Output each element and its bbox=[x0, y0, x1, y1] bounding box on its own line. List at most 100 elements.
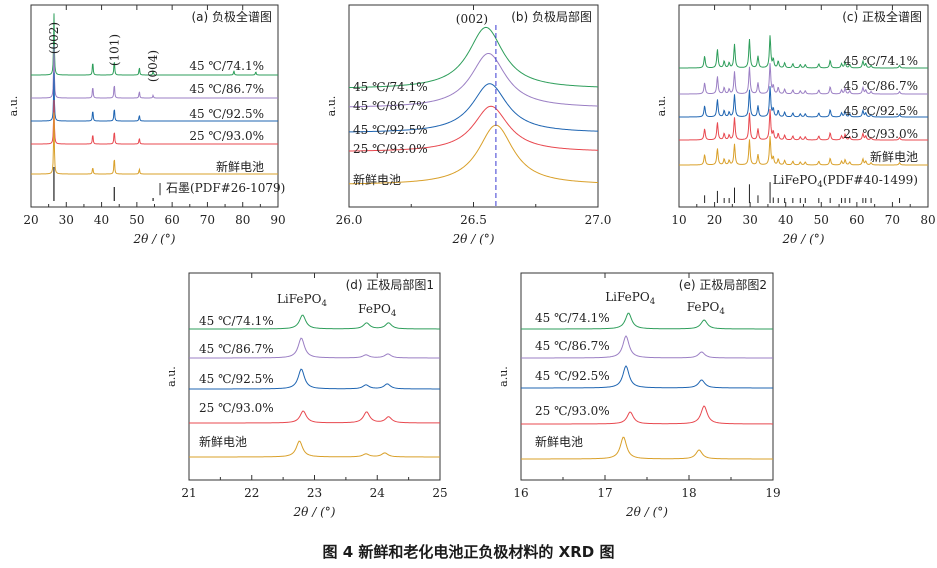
series-label: 45 ℃/92.5% bbox=[189, 107, 264, 121]
figure-caption: 图 4 新鲜和老化电池正负极材料的 XRD 图 bbox=[322, 543, 615, 561]
series-label: 45 ℃/74.1% bbox=[189, 59, 264, 73]
y-axis-label: a.u. bbox=[165, 366, 178, 387]
x-tick-label: 60 bbox=[849, 213, 864, 227]
series-45-74-1 bbox=[31, 13, 278, 76]
x-tick-label: 10 bbox=[671, 213, 686, 227]
x-axis-label: 2θ / (°) bbox=[133, 232, 176, 246]
reference-label: LiFePO4(PDF#40-1499) bbox=[773, 173, 918, 190]
x-tick-label: 26.0 bbox=[336, 213, 363, 227]
peak-annotation: (002) bbox=[456, 12, 488, 26]
series-45-74-1 bbox=[679, 35, 928, 69]
x-tick-label: 70 bbox=[885, 213, 900, 227]
series-label: 45 ℃/86.7% bbox=[353, 99, 428, 113]
chart-b: 26.0 26.5 27.0 2θ / (°) a.u. (b) 负极局部图 45 ℃/74… bbox=[325, 4, 612, 246]
series-fresh bbox=[521, 436, 773, 460]
series-45-86-7 bbox=[348, 52, 599, 108]
panel-title: (d) 正极局部图1 bbox=[346, 277, 434, 292]
x-tick-label: 70 bbox=[200, 213, 215, 227]
x-tick-label: 16 bbox=[513, 486, 528, 500]
series-label: 45 ℃/86.7% bbox=[189, 82, 264, 96]
x-tick-label: 25 bbox=[432, 486, 447, 500]
series-25-93-0 bbox=[189, 410, 440, 424]
series-25-93-0 bbox=[348, 105, 599, 152]
peak-annotation: (002) bbox=[47, 22, 61, 54]
x-tick-label: 23 bbox=[307, 486, 322, 500]
series-45-86-7 bbox=[189, 337, 440, 359]
y-axis-label: a.u. bbox=[325, 96, 338, 117]
series-25-93-0 bbox=[678, 109, 928, 141]
series-label: 新鲜电池 bbox=[199, 434, 247, 449]
y-axis-label: a.u. bbox=[7, 96, 20, 117]
x-tick-label: 27.0 bbox=[585, 213, 612, 227]
peak-annotation: (004) bbox=[146, 50, 160, 82]
peak-label: FePO4 bbox=[358, 302, 397, 319]
x-tick-label: 80 bbox=[920, 213, 935, 227]
x-tick-label: 30 bbox=[59, 213, 74, 227]
reference-label: 石墨(PDF#26-1079) bbox=[166, 181, 285, 195]
x-tick-label: 26.5 bbox=[460, 213, 487, 227]
x-tick-label: 60 bbox=[165, 213, 180, 227]
series-label: 25 ℃/93.0% bbox=[199, 401, 274, 415]
series-label: 45 ℃/74.1% bbox=[199, 314, 274, 328]
series-label: 25 ℃/93.0% bbox=[353, 142, 428, 156]
x-tick-label: 18 bbox=[681, 486, 696, 500]
y-axis-label: a.u. bbox=[497, 366, 510, 387]
series-label: 新鲜电池 bbox=[535, 434, 583, 449]
series-label: 45 ℃/86.7% bbox=[199, 342, 274, 356]
series-45-92-5 bbox=[31, 72, 278, 122]
series-45-92-5 bbox=[189, 368, 440, 390]
series-25-93-0 bbox=[31, 99, 278, 145]
series-label: 45 ℃/86.7% bbox=[843, 79, 918, 93]
series-45-86-7 bbox=[678, 63, 928, 95]
series-label: 45 ℃/92.5% bbox=[843, 104, 918, 118]
x-tick-label: 20 bbox=[23, 213, 38, 227]
x-tick-label: 17 bbox=[597, 486, 612, 500]
series-label: 45 ℃/74.1% bbox=[353, 80, 428, 94]
series-45-74-1 bbox=[521, 312, 773, 330]
x-axis-label: 2θ / (°) bbox=[293, 505, 336, 519]
series-fresh bbox=[189, 440, 440, 458]
x-axis-label: 2θ / (°) bbox=[452, 232, 495, 246]
series-label: 25 ℃/93.0% bbox=[843, 127, 918, 141]
x-tick-label: 22 bbox=[244, 486, 259, 500]
x-tick-label: 24 bbox=[370, 486, 386, 500]
x-axis-label: 2θ / (°) bbox=[782, 232, 825, 246]
chart-e: 16 17 18 19 2θ / (°) a.u. (e) 正极局部图2 45 ℃/74.1%… bbox=[497, 272, 781, 519]
series-label: 25 ℃/93.0% bbox=[535, 404, 610, 418]
series-label: 45 ℃/92.5% bbox=[535, 369, 610, 383]
series-45-86-7 bbox=[521, 335, 773, 359]
panel-title: (e) 正极局部图2 bbox=[679, 277, 767, 292]
y-axis-label: a.u. bbox=[655, 96, 668, 117]
series-45-92-5 bbox=[678, 86, 928, 118]
series-45-74-1 bbox=[189, 314, 440, 330]
series-label: 新鲜电池 bbox=[216, 159, 264, 174]
peak-label: LiFePO4 bbox=[277, 292, 328, 309]
x-axis-label: 2θ / (°) bbox=[625, 505, 668, 519]
chart-d: 21 22 23 24 25 2θ / (°) a.u. (d) 正极局部图1 45 ℃/74.… bbox=[165, 272, 448, 519]
x-tick-label: 19 bbox=[765, 486, 780, 500]
series-label: 45 ℃/92.5% bbox=[353, 123, 428, 137]
series-label: 45 ℃/92.5% bbox=[199, 372, 274, 386]
peak-label: LiFePO4 bbox=[605, 290, 656, 307]
x-tick-label: 90 bbox=[270, 213, 285, 227]
panel-title: (c) 正极全谱图 bbox=[842, 9, 922, 24]
series-fresh bbox=[679, 136, 928, 166]
x-tick-label: 50 bbox=[814, 213, 829, 227]
series-label: 25 ℃/93.0% bbox=[189, 129, 264, 143]
x-tick-label: 40 bbox=[778, 213, 793, 227]
series-45-74-1 bbox=[348, 26, 599, 89]
series-label: 新鲜电池 bbox=[870, 149, 918, 164]
peak-annotation: (101) bbox=[107, 34, 121, 66]
series-fresh bbox=[31, 112, 278, 175]
chart-c: 10 20 30 40 50 60 70 80 2θ / (°) a.u. (c) 正极全谱图 45 … bbox=[655, 4, 936, 246]
x-tick-label: 21 bbox=[181, 486, 196, 500]
series-25-93-0 bbox=[521, 405, 773, 425]
series-label: 45 ℃/74.1% bbox=[843, 54, 918, 68]
panel-title: (b) 负极局部图 bbox=[511, 9, 592, 24]
x-tick-label: 20 bbox=[707, 213, 722, 227]
plot-frame bbox=[30, 4, 279, 208]
peak-label: FePO4 bbox=[687, 300, 726, 317]
series-45-92-5 bbox=[521, 365, 773, 389]
series-45-86-7 bbox=[31, 45, 278, 99]
